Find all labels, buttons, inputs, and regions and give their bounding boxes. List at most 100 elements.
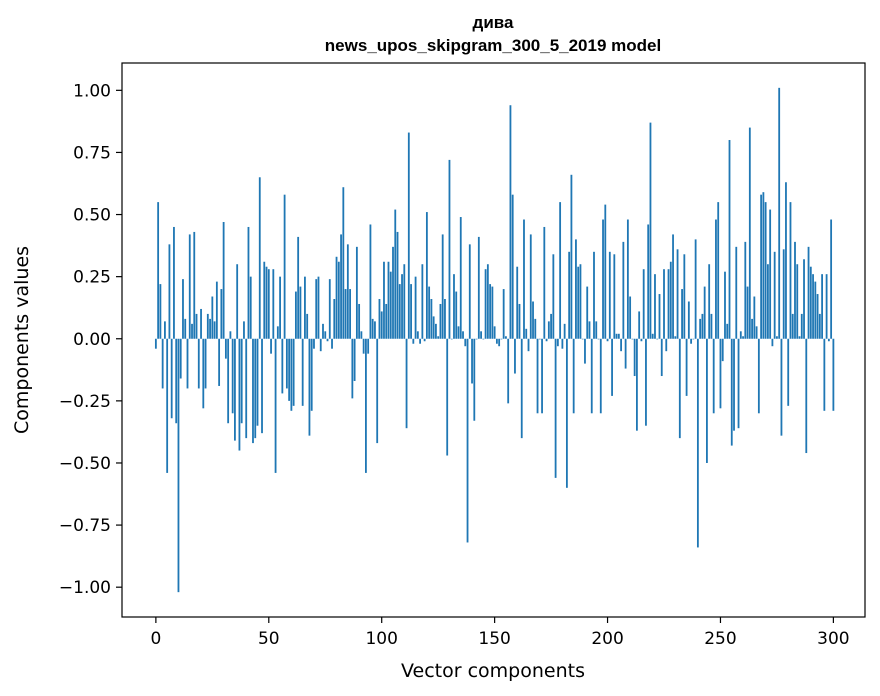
bar: [575, 239, 577, 339]
bar: [807, 246, 810, 339]
bar: [667, 269, 670, 339]
bar: [622, 241, 625, 339]
y-axis-label: Components values: [11, 246, 33, 434]
bar: [301, 338, 304, 406]
bar: [425, 212, 428, 339]
bar: [195, 313, 198, 339]
bar: [215, 281, 218, 339]
bar: [491, 286, 494, 339]
bar: [166, 338, 169, 473]
bar: [317, 276, 320, 339]
bar: [477, 236, 480, 339]
bar: [559, 202, 562, 339]
bar: [473, 338, 476, 421]
bar: [267, 269, 270, 339]
bar: [584, 338, 586, 364]
bar: [193, 231, 196, 339]
bar: [403, 264, 406, 339]
bar: [595, 321, 598, 339]
bar: [274, 338, 277, 473]
bar: [450, 338, 453, 340]
bar: [455, 291, 458, 339]
bar: [383, 261, 385, 339]
bar: [773, 251, 776, 339]
bar: [735, 246, 738, 339]
bar: [213, 321, 216, 339]
bar: [681, 289, 683, 339]
bar: [331, 338, 333, 349]
bar: [238, 338, 241, 451]
bar: [441, 234, 444, 339]
bar: [288, 338, 291, 401]
bar: [654, 274, 656, 339]
y-tick-label: −0.75: [59, 516, 111, 536]
bar: [658, 294, 661, 339]
bar: [448, 159, 451, 339]
bar: [220, 289, 223, 339]
bar: [803, 259, 805, 339]
bar: [830, 219, 833, 339]
bar: [552, 254, 555, 339]
bar: [809, 266, 812, 339]
bar: [471, 338, 473, 384]
bar: [168, 244, 171, 339]
y-tick-label: 0.75: [73, 143, 111, 163]
y-axis: −1.00 −0.75 −0.50 −0.25 0.00 0.25 0.50 0.75 1.00: [59, 81, 122, 598]
bar: [742, 336, 744, 339]
bar: [602, 219, 604, 339]
bar: [367, 338, 370, 354]
bar: [394, 209, 397, 339]
bar: [355, 246, 358, 339]
bar: [186, 338, 189, 389]
bar: [696, 338, 699, 548]
bar: [328, 279, 331, 339]
bar: [633, 338, 636, 377]
bar: [827, 338, 830, 342]
bar: [590, 338, 593, 414]
bar: [748, 127, 751, 339]
bar: [565, 338, 568, 488]
chart-title: дива: [473, 13, 514, 32]
bar: [376, 338, 379, 444]
bar: [717, 202, 720, 339]
bar: [416, 331, 419, 339]
bar: [624, 338, 627, 369]
bar: [466, 338, 469, 543]
bar: [701, 313, 704, 339]
bar: [229, 331, 232, 339]
bar: [365, 338, 367, 473]
bar: [256, 338, 259, 426]
bar: [744, 241, 747, 339]
bar: [224, 338, 227, 359]
bar: [676, 249, 679, 339]
bar: [794, 241, 796, 339]
bar: [179, 338, 182, 379]
bar: [202, 338, 205, 409]
bar: [240, 338, 243, 424]
bar: [520, 338, 523, 439]
bar: [369, 224, 372, 339]
bar: [502, 289, 505, 339]
bar: [708, 264, 711, 339]
bar: [204, 338, 207, 389]
bar: [726, 323, 729, 339]
bar: [606, 338, 609, 342]
bar: [385, 303, 388, 339]
bar: [344, 289, 347, 339]
bar: [538, 338, 541, 340]
bar: [651, 333, 654, 339]
bar: [764, 202, 767, 339]
bar: [703, 286, 706, 339]
bar: [579, 264, 582, 339]
bar: [563, 323, 566, 339]
bar: [495, 338, 498, 344]
bar: [191, 323, 193, 339]
bar: [755, 326, 758, 339]
bar: [164, 321, 166, 339]
bar: [608, 251, 611, 339]
bar: [157, 202, 160, 339]
bar: [249, 276, 252, 339]
bar: [694, 239, 697, 339]
bar: [380, 311, 383, 339]
